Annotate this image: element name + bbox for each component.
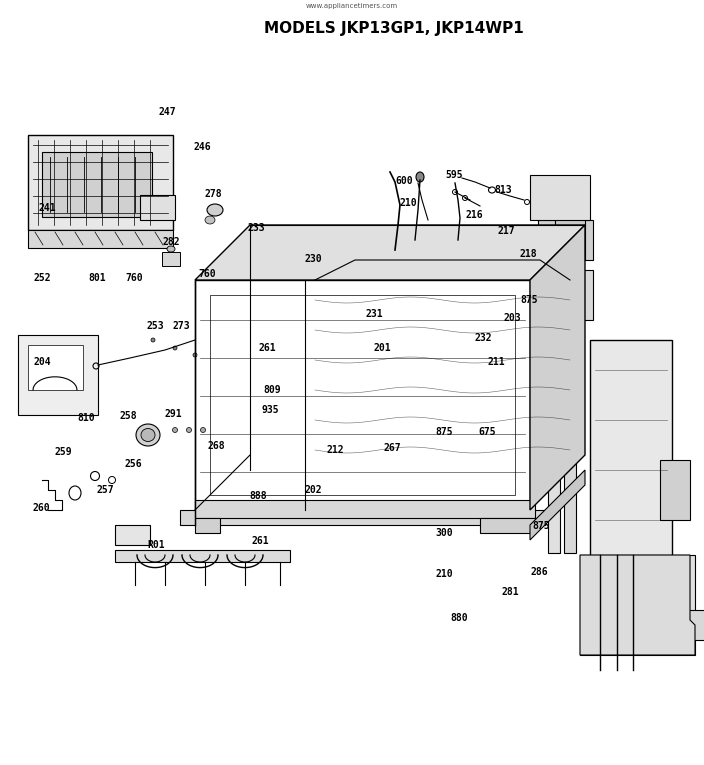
Text: 300: 300 — [435, 528, 453, 538]
Text: 232: 232 — [474, 333, 492, 343]
Text: 247: 247 — [158, 107, 176, 117]
Text: 246: 246 — [193, 142, 210, 152]
Ellipse shape — [207, 204, 223, 216]
Text: 241: 241 — [38, 203, 56, 213]
Text: R01: R01 — [147, 540, 165, 550]
Ellipse shape — [173, 346, 177, 350]
Ellipse shape — [136, 424, 160, 446]
Text: 935: 935 — [261, 405, 279, 415]
Bar — [660, 460, 690, 520]
Text: 212: 212 — [326, 445, 344, 455]
Text: 201: 201 — [373, 343, 391, 353]
Text: www.appliancetimers.com: www.appliancetimers.com — [306, 3, 398, 9]
Text: 257: 257 — [96, 485, 114, 495]
Text: 267: 267 — [383, 443, 401, 453]
Text: 273: 273 — [172, 321, 190, 331]
Ellipse shape — [172, 428, 177, 432]
Ellipse shape — [141, 428, 155, 441]
Text: 810: 810 — [77, 413, 95, 423]
Bar — [555, 200, 585, 260]
Bar — [480, 518, 535, 533]
Ellipse shape — [416, 172, 424, 182]
Bar — [564, 388, 576, 553]
Ellipse shape — [167, 246, 175, 252]
Text: 256: 256 — [124, 459, 142, 469]
Bar — [115, 525, 150, 545]
Text: 760: 760 — [125, 273, 143, 283]
Polygon shape — [530, 225, 585, 510]
Text: 230: 230 — [304, 254, 322, 264]
Bar — [180, 510, 545, 525]
Text: 813: 813 — [494, 185, 512, 195]
Text: 210: 210 — [399, 198, 417, 208]
Text: 291: 291 — [164, 409, 182, 419]
Text: 261: 261 — [251, 536, 269, 546]
Text: 202: 202 — [304, 485, 322, 495]
Bar — [28, 345, 83, 390]
Ellipse shape — [187, 428, 191, 432]
Text: 875: 875 — [532, 521, 550, 531]
Bar — [195, 518, 220, 533]
Bar — [42, 152, 152, 217]
Text: 203: 203 — [503, 313, 521, 323]
Text: 261: 261 — [258, 343, 276, 353]
Text: 880: 880 — [450, 613, 468, 623]
Text: 809: 809 — [263, 385, 281, 395]
Text: 875: 875 — [435, 427, 453, 437]
Bar — [665, 610, 704, 640]
Polygon shape — [580, 555, 695, 655]
Text: 217: 217 — [497, 226, 515, 236]
Bar — [28, 135, 173, 230]
Bar — [195, 280, 530, 510]
Bar — [195, 500, 535, 518]
Bar — [210, 295, 515, 495]
Text: 675: 675 — [478, 427, 496, 437]
Text: 233: 233 — [247, 223, 265, 233]
Text: 595: 595 — [445, 170, 463, 180]
Text: 801: 801 — [88, 273, 106, 283]
Text: 253: 253 — [146, 321, 164, 331]
Ellipse shape — [193, 353, 197, 357]
Bar — [538, 220, 593, 260]
Text: 281: 281 — [501, 587, 519, 597]
Bar — [140, 195, 175, 220]
Ellipse shape — [205, 216, 215, 224]
Bar — [568, 270, 593, 320]
Text: 600: 600 — [395, 176, 413, 186]
Text: 211: 211 — [487, 357, 505, 367]
Bar — [590, 340, 672, 580]
Ellipse shape — [151, 338, 155, 342]
Text: 760: 760 — [199, 269, 216, 279]
Text: 258: 258 — [119, 411, 137, 421]
Polygon shape — [195, 225, 585, 280]
Text: 231: 231 — [365, 309, 383, 319]
Text: 218: 218 — [519, 249, 537, 259]
Text: 216: 216 — [465, 210, 483, 220]
Text: 875: 875 — [520, 295, 538, 305]
Text: 210: 210 — [435, 569, 453, 579]
Bar — [548, 388, 560, 553]
Text: 259: 259 — [54, 447, 72, 457]
Text: 252: 252 — [33, 273, 51, 283]
Bar — [115, 550, 290, 562]
Bar — [162, 252, 180, 266]
Text: 278: 278 — [204, 189, 222, 199]
Text: 282: 282 — [162, 237, 180, 247]
Text: 260: 260 — [32, 503, 50, 513]
Text: 268: 268 — [207, 441, 225, 451]
Ellipse shape — [201, 428, 206, 432]
Text: 204: 204 — [33, 357, 51, 367]
Text: MODELS JKP13GP1, JKP14WP1: MODELS JKP13GP1, JKP14WP1 — [265, 21, 524, 35]
Bar — [18, 335, 98, 415]
Text: 888: 888 — [249, 491, 267, 501]
Polygon shape — [530, 470, 585, 540]
Bar — [28, 230, 173, 248]
Bar — [530, 175, 590, 220]
Text: 286: 286 — [530, 567, 548, 577]
Bar — [580, 555, 695, 655]
